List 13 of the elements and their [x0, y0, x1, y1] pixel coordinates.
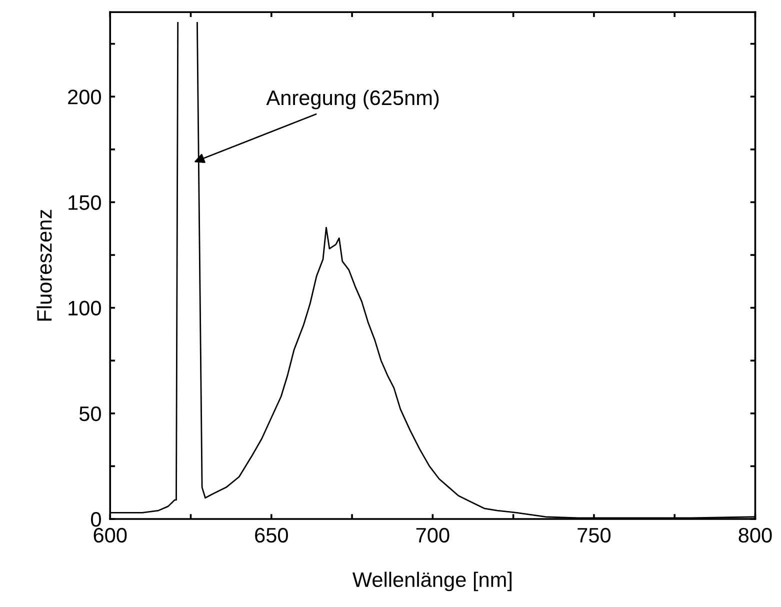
annotation: Anregung (625nm) [266, 90, 439, 110]
x-tick-label: 800 [738, 528, 772, 543]
y-tick-label: 150 [68, 195, 101, 210]
y-tick-label: 0 [91, 512, 101, 527]
y-axis-title: Fluoreszenz [36, 210, 52, 321]
x-tick-label: 650 [255, 528, 288, 543]
y-tick-label: 100 [68, 300, 101, 316]
y-tick-label: 200 [68, 90, 101, 104]
x-tick-label: 750 [578, 528, 611, 543]
y-tick-label: 50 [79, 406, 101, 422]
x-tick-label: 600 [94, 528, 127, 543]
x-tick-label: 700 [416, 528, 450, 543]
x-axis-title: Wellenlänge [nm] [352, 572, 512, 592]
